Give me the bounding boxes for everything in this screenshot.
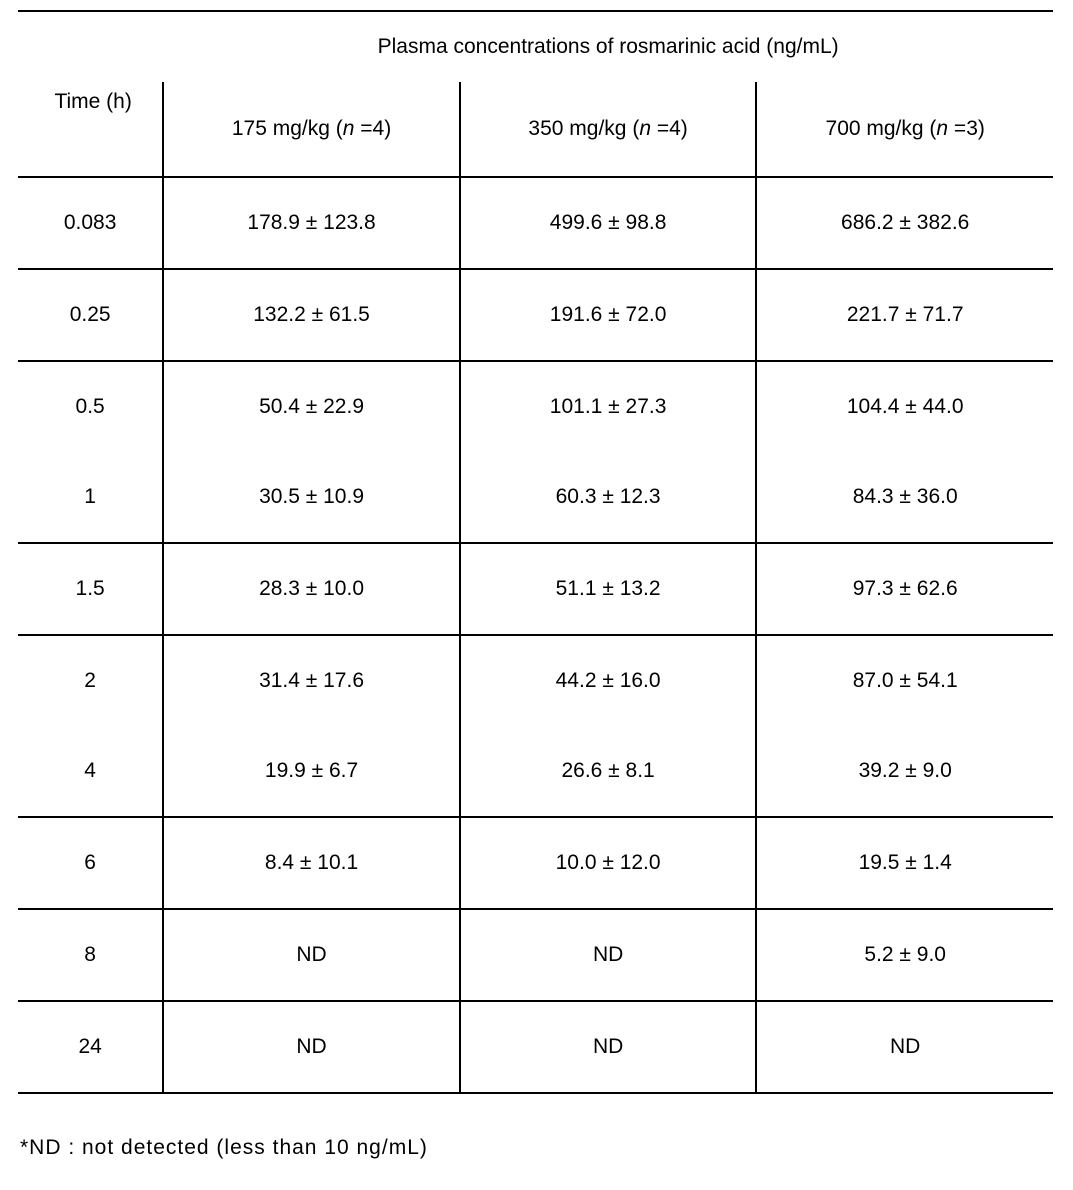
time-cell: 0.083 bbox=[18, 177, 163, 269]
time-cell: 6 bbox=[18, 817, 163, 909]
value-cell: 30.5 ± 10.9 bbox=[163, 452, 460, 543]
value-cell: 50.4 ± 22.9 bbox=[163, 361, 460, 452]
value-cell: 5.2 ± 9.0 bbox=[756, 909, 1053, 1001]
dose-2-n: n bbox=[936, 117, 948, 140]
value-cell: 221.7 ± 71.7 bbox=[756, 269, 1053, 361]
value-cell: ND bbox=[163, 909, 460, 1001]
time-cell: 8 bbox=[18, 909, 163, 1001]
value-cell: ND bbox=[163, 1001, 460, 1093]
value-cell: 39.2 ± 9.0 bbox=[756, 726, 1053, 817]
value-cell: 499.6 ± 98.8 bbox=[460, 177, 757, 269]
value-cell: 84.3 ± 36.0 bbox=[756, 452, 1053, 543]
table-body: 0.083178.9 ± 123.8499.6 ± 98.8686.2 ± 38… bbox=[18, 177, 1053, 1093]
title-row: Plasma concentrations of rosmarinic acid… bbox=[18, 11, 1053, 82]
time-cell: 0.25 bbox=[18, 269, 163, 361]
header-row: Time (h) 175 mg/kg (n =4) 350 mg/kg (n =… bbox=[18, 82, 1053, 177]
value-cell: 51.1 ± 13.2 bbox=[460, 543, 757, 635]
dose-header-0: 175 mg/kg (n =4) bbox=[163, 82, 460, 177]
value-cell: 28.3 ± 10.0 bbox=[163, 543, 460, 635]
value-cell: 101.1 ± 27.3 bbox=[460, 361, 757, 452]
time-cell: 4 bbox=[18, 726, 163, 817]
value-cell: 19.5 ± 1.4 bbox=[756, 817, 1053, 909]
value-cell: 60.3 ± 12.3 bbox=[460, 452, 757, 543]
dose-0-pre: 175 mg/kg ( bbox=[232, 117, 343, 140]
table-row: 1.528.3 ± 10.051.1 ± 13.297.3 ± 62.6 bbox=[18, 543, 1053, 635]
value-cell: 31.4 ± 17.6 bbox=[163, 635, 460, 726]
time-cell: 1 bbox=[18, 452, 163, 543]
dose-1-n: n bbox=[639, 117, 651, 140]
time-cell: 2 bbox=[18, 635, 163, 726]
value-cell: 97.3 ± 62.6 bbox=[756, 543, 1053, 635]
table-row: 419.9 ± 6.726.6 ± 8.139.2 ± 9.0 bbox=[18, 726, 1053, 817]
value-cell: ND bbox=[460, 909, 757, 1001]
value-cell: 104.4 ± 44.0 bbox=[756, 361, 1053, 452]
value-cell: 87.0 ± 54.1 bbox=[756, 635, 1053, 726]
time-cell: 1.5 bbox=[18, 543, 163, 635]
table-row: 0.25132.2 ± 61.5191.6 ± 72.0221.7 ± 71.7 bbox=[18, 269, 1053, 361]
dose-1-pre: 350 mg/kg ( bbox=[528, 117, 639, 140]
value-cell: 686.2 ± 382.6 bbox=[756, 177, 1053, 269]
value-cell: 44.2 ± 16.0 bbox=[460, 635, 757, 726]
value-cell: 178.9 ± 123.8 bbox=[163, 177, 460, 269]
table-row: 24NDNDND bbox=[18, 1001, 1053, 1093]
time-header: Time (h) bbox=[18, 82, 163, 177]
time-cell: 24 bbox=[18, 1001, 163, 1093]
footnote: *ND : not detected (less than 10 ng/mL) bbox=[18, 1136, 1055, 1160]
table-row: 0.550.4 ± 22.9101.1 ± 27.3104.4 ± 44.0 bbox=[18, 361, 1053, 452]
page: Plasma concentrations of rosmarinic acid… bbox=[0, 0, 1073, 1190]
table-row: 130.5 ± 10.960.3 ± 12.384.3 ± 36.0 bbox=[18, 452, 1053, 543]
dose-0-post: =4) bbox=[354, 117, 391, 140]
table-title: Plasma concentrations of rosmarinic acid… bbox=[163, 11, 1053, 82]
value-cell: 8.4 ± 10.1 bbox=[163, 817, 460, 909]
title-empty bbox=[18, 11, 163, 82]
value-cell: 132.2 ± 61.5 bbox=[163, 269, 460, 361]
value-cell: 26.6 ± 8.1 bbox=[460, 726, 757, 817]
value-cell: ND bbox=[460, 1001, 757, 1093]
dose-0-n: n bbox=[343, 117, 355, 140]
table-row: 0.083178.9 ± 123.8499.6 ± 98.8686.2 ± 38… bbox=[18, 177, 1053, 269]
dose-1-post: =4) bbox=[651, 117, 688, 140]
table-row: 8NDND5.2 ± 9.0 bbox=[18, 909, 1053, 1001]
dose-2-post: =3) bbox=[948, 117, 985, 140]
plasma-table: Plasma concentrations of rosmarinic acid… bbox=[18, 10, 1053, 1094]
dose-header-2: 700 mg/kg (n =3) bbox=[756, 82, 1053, 177]
dose-header-1: 350 mg/kg (n =4) bbox=[460, 82, 757, 177]
dose-2-pre: 700 mg/kg ( bbox=[826, 117, 937, 140]
value-cell: 191.6 ± 72.0 bbox=[460, 269, 757, 361]
value-cell: ND bbox=[756, 1001, 1053, 1093]
value-cell: 19.9 ± 6.7 bbox=[163, 726, 460, 817]
value-cell: 10.0 ± 12.0 bbox=[460, 817, 757, 909]
time-cell: 0.5 bbox=[18, 361, 163, 452]
table-row: 231.4 ± 17.644.2 ± 16.087.0 ± 54.1 bbox=[18, 635, 1053, 726]
table-row: 68.4 ± 10.110.0 ± 12.019.5 ± 1.4 bbox=[18, 817, 1053, 909]
